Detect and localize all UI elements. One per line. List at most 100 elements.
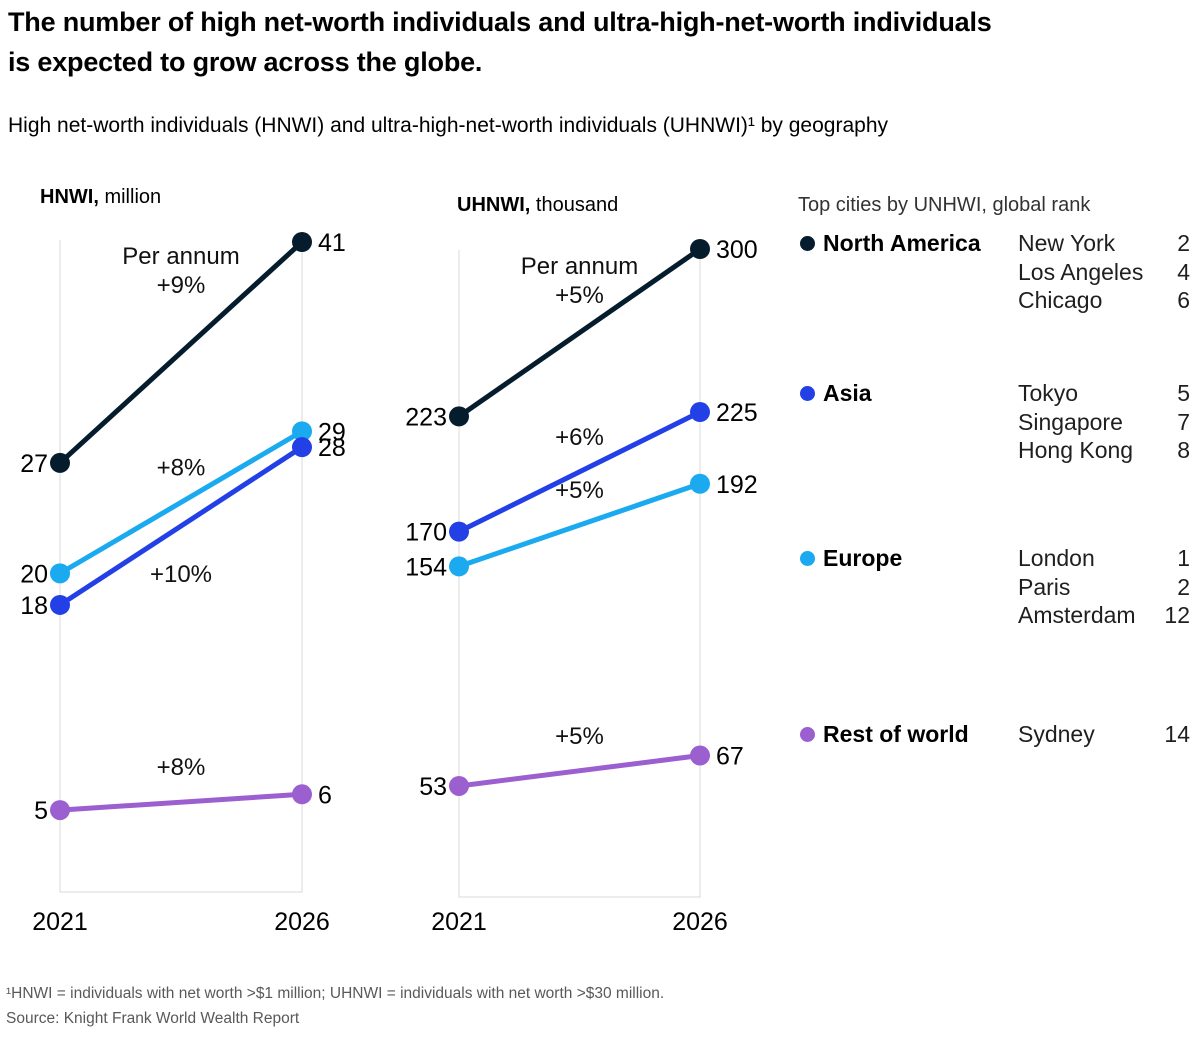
value-label-end: 28 <box>318 434 346 462</box>
growth-label: Per annum <box>521 253 638 280</box>
footnote-definition: ¹HNWI = individuals with net worth >$1 m… <box>6 985 665 1002</box>
footnote-source: Source: Knight Frank World Wealth Report <box>6 1009 300 1027</box>
city-name: Tokyo <box>1018 380 1079 406</box>
city-rank: 12 <box>1164 602 1190 628</box>
series-north-america: 27 41 Per annum+9% <box>20 229 346 478</box>
growth-label: +5% <box>555 723 604 750</box>
legend-group: Asia Tokyo 5 Singapore 7 Hong Kong 8 <box>798 379 1190 465</box>
city-rank: 6 <box>1177 287 1190 313</box>
growth-label: Per annum <box>122 243 239 270</box>
value-label-end: 192 <box>716 471 758 499</box>
series-line <box>58 240 304 465</box>
city-name: Amsterdam <box>1018 602 1136 628</box>
growth-label: +8% <box>157 454 206 481</box>
city-rank: 4 <box>1177 258 1190 285</box>
data-point-start <box>449 775 469 796</box>
value-label-end: 300 <box>716 236 758 264</box>
legend-city-list: Sydney 14 <box>1018 720 1190 749</box>
x-axis-tick-label: 2021 <box>431 908 487 936</box>
city-rank: 2 <box>1177 230 1190 256</box>
city-rank: 14 <box>1164 721 1190 747</box>
chart-frame <box>458 250 701 898</box>
legend-dot-icon <box>800 551 815 566</box>
legend-city-list: London 1 Paris 2 Amsterdam 12 <box>1018 544 1190 630</box>
value-label-start: 20 <box>20 560 48 588</box>
city-name: New York <box>1018 230 1116 256</box>
chart-title-hnwi: HNWI, million <box>40 186 161 209</box>
data-point-end <box>690 745 710 766</box>
legend-city-row: Paris 2 <box>1018 573 1190 602</box>
page-title-line-2: is expected to grow across the globe. <box>8 47 483 77</box>
value-label-start: 5 <box>34 797 48 825</box>
data-point-end <box>292 437 312 458</box>
series-line <box>58 429 304 576</box>
value-label-end: 225 <box>716 399 758 427</box>
value-label-end: 41 <box>318 229 346 257</box>
x-axis-tick-label: 2026 <box>274 908 330 936</box>
value-label-end: 67 <box>716 743 744 771</box>
chart-title-hnwi-label: HNWI, <box>40 186 99 208</box>
data-point-start <box>50 452 70 473</box>
data-point-end <box>292 784 312 805</box>
city-name: Sydney <box>1018 721 1095 747</box>
legend-group: North America New York 2 Los Angeles 4 Chicag… <box>798 229 1190 315</box>
data-point-end <box>292 232 312 252</box>
x-axis-tick-label: 2021 <box>32 908 88 936</box>
legend-city-list: New York 2 Los Angeles 4 Chicago 6 <box>1018 229 1190 315</box>
data-point-end <box>690 402 710 423</box>
value-label-end: 29 <box>318 418 346 446</box>
city-name: Hong Kong <box>1018 437 1134 463</box>
growth-label: +10% <box>150 561 212 588</box>
series-rest-of-world: 5 6 +8% <box>34 754 332 825</box>
series-rest-of-world: 53 67 +5% <box>419 723 744 801</box>
data-point-start <box>449 406 469 427</box>
x-axis-tick-label: 2026 <box>672 908 728 936</box>
legend-city-row: New York 2 <box>1018 229 1190 258</box>
legend-city-row: Sydney 14 <box>1018 720 1190 749</box>
data-point-start <box>50 563 70 584</box>
value-label-start: 18 <box>20 592 48 620</box>
chart-hnwi: 2021 2026 27 41 Per annum+9% 20 29 +8% 18 28 +10% 5… <box>20 229 346 936</box>
series-line <box>458 481 701 569</box>
series-line <box>59 791 303 813</box>
data-point-end <box>690 473 710 494</box>
series-line <box>457 246 702 419</box>
city-name: London <box>1018 545 1095 571</box>
subtitle: High net-worth individuals (HNWI) and ul… <box>8 114 889 137</box>
series-north-america: 223 300 Per annum+5% <box>405 236 757 431</box>
legend-group: Rest of world Sydney 14 <box>798 720 1190 749</box>
legend-city-row: Hong Kong 8 <box>1018 436 1190 465</box>
legend-city-list: Tokyo 5 Singapore 7 Hong Kong 8 <box>1018 379 1190 465</box>
series-line <box>458 753 701 789</box>
legend-group: Europe London 1 Paris 2 Amsterdam 12 <box>798 544 1190 630</box>
value-label-end: 6 <box>318 781 332 809</box>
series-europe: 154 192 +5% <box>405 471 757 582</box>
chart-title-hnwi-unit: million <box>104 186 162 208</box>
city-rank: 1 <box>1177 545 1190 571</box>
city-name: Chicago <box>1018 287 1103 313</box>
page-title: The number of high net-worth individuals… <box>8 2 992 82</box>
data-point-start <box>449 521 469 542</box>
growth-label: +9% <box>157 272 206 299</box>
legend-region-label: Rest of world <box>823 721 969 747</box>
series-asia: 18 28 +10% <box>20 434 346 620</box>
growth-label: +8% <box>157 754 206 781</box>
legend-dot-icon <box>800 236 815 251</box>
legend-region-label: North America <box>823 230 981 256</box>
chart-title-uhnwi-unit: thousand <box>535 194 619 216</box>
legend-city-row: Amsterdam 12 <box>1018 601 1190 630</box>
growth-label: +5% <box>555 477 604 504</box>
data-point-start <box>449 556 469 577</box>
chart-title-uhnwi-label: UHNWI, <box>457 194 531 216</box>
value-label-start: 223 <box>405 403 447 431</box>
series-asia: 170 225 +6% <box>405 399 757 547</box>
legend-region-label: Asia <box>823 380 872 406</box>
growth-label: +5% <box>555 282 604 309</box>
city-name: Los Angeles <box>1018 258 1144 285</box>
legend-city-row: Los Angeles 4 <box>1018 258 1190 287</box>
value-label-start: 53 <box>419 773 447 801</box>
legend-city-row: Singapore 7 <box>1018 408 1190 437</box>
